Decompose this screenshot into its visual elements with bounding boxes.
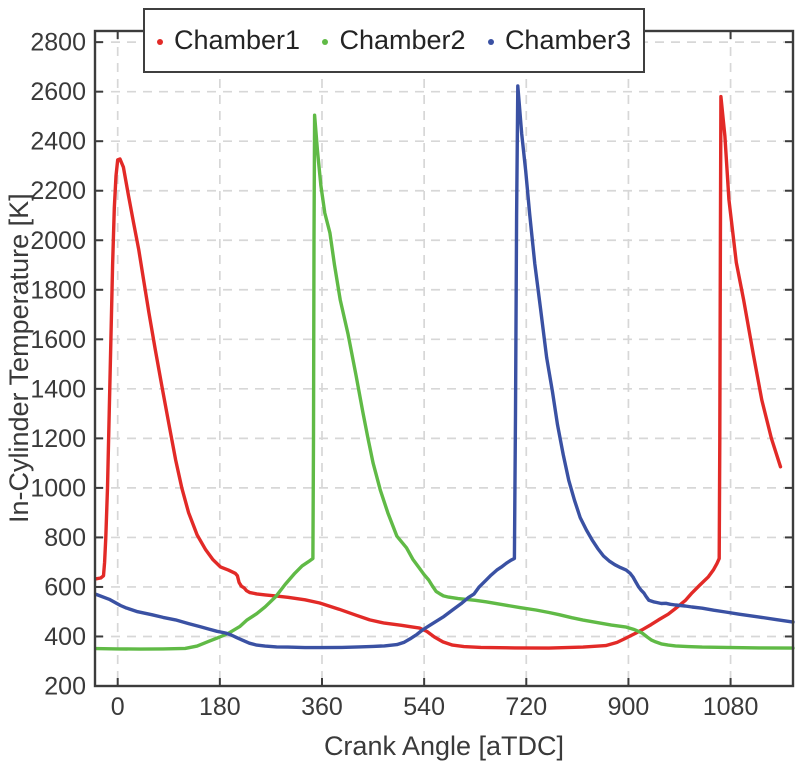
chamber2-marker-icon [322,39,329,45]
y-tick-label: 1600 [30,326,86,354]
y-tick-label: 400 [44,623,86,651]
legend-label-chamber1: Chamber1 [174,25,301,55]
x-tick-label: 180 [199,693,241,721]
chart-legend: Chamber1 Chamber2 Chamber3 [143,8,645,73]
x-tick-label: 540 [403,693,445,721]
series-line-chamber2 [94,113,795,651]
y-tick-label: 600 [44,573,86,601]
y-tick-label: 1000 [30,474,86,502]
y-tick-label: 2000 [30,227,86,255]
x-axis-label: Crank Angle [aTDC] [323,731,565,761]
legend-label-chamber2: Chamber2 [339,25,466,55]
legend-label-chamber3: Chamber3 [504,25,631,55]
y-tick-label: 2400 [30,128,86,156]
legend-item-chamber2: Chamber2 [322,25,466,56]
y-tick-label: 200 [44,673,86,701]
x-tick-label: 720 [505,693,547,721]
series-line-chamber3 [94,84,795,650]
x-tick-label: 900 [608,693,650,721]
chamber3-marker-icon [487,39,494,45]
y-axis-label: In-Cylinder Temperature [K] [4,193,34,524]
x-tick-label: 1080 [703,693,759,721]
series-line-chamber1 [94,94,783,650]
y-tick-label: 2800 [30,29,86,57]
x-tick-label: 0 [111,693,125,721]
y-tick-label: 1200 [30,425,86,453]
y-tick-label: 1800 [30,276,86,304]
y-tick-label: 1400 [30,375,86,403]
y-tick-label: 2200 [30,177,86,205]
legend-item-chamber3: Chamber3 [487,25,631,56]
chamber1-marker-icon [157,39,163,45]
y-tick-label: 800 [44,524,86,552]
y-tick-label: 2600 [30,78,86,106]
legend-item-chamber1: Chamber1 [157,25,300,56]
x-tick-label: 360 [301,693,343,721]
